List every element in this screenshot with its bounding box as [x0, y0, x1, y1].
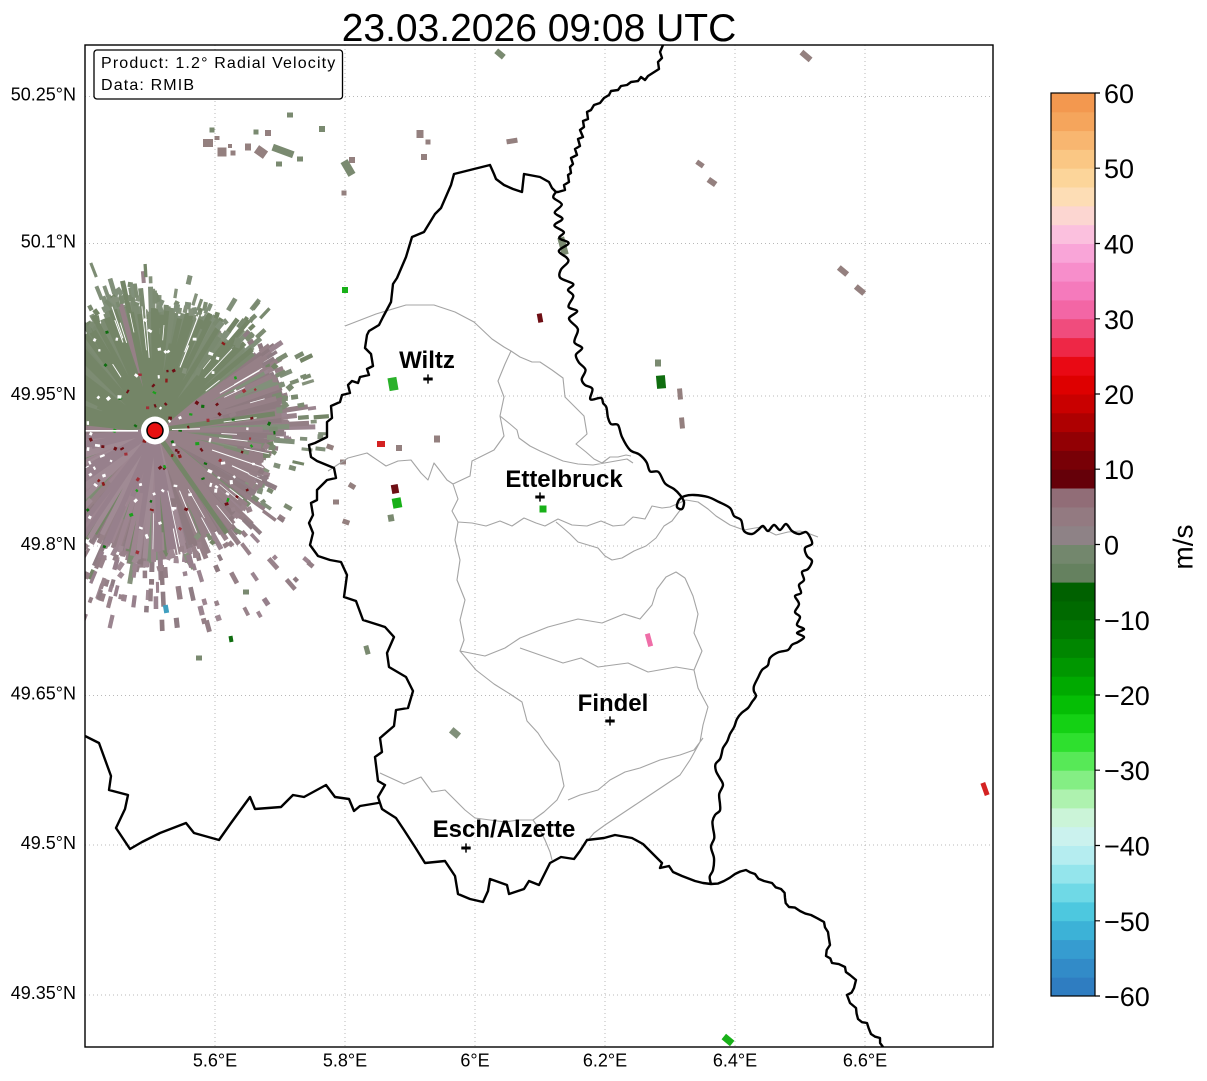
- svg-text:50: 50: [1104, 154, 1134, 184]
- svg-text:Ettelbruck: Ettelbruck: [505, 466, 623, 493]
- svg-text:Esch/Alzette: Esch/Alzette: [433, 816, 576, 843]
- svg-text:50.25°N: 50.25°N: [11, 85, 76, 105]
- svg-text:50.1°N: 50.1°N: [21, 232, 76, 252]
- svg-text:60: 60: [1104, 79, 1134, 109]
- svg-text:49.35°N: 49.35°N: [11, 983, 76, 1003]
- svg-text:−10: −10: [1104, 606, 1150, 636]
- svg-text:−50: −50: [1104, 907, 1150, 937]
- svg-text:5.8°E: 5.8°E: [323, 1051, 367, 1071]
- svg-text:6°E: 6°E: [460, 1051, 489, 1071]
- svg-text:m/s: m/s: [1168, 524, 1199, 569]
- svg-text:49.65°N: 49.65°N: [11, 684, 76, 704]
- svg-text:Data: RMIB: Data: RMIB: [101, 77, 195, 94]
- svg-text:30: 30: [1104, 305, 1134, 335]
- svg-text:6.4°E: 6.4°E: [713, 1051, 757, 1071]
- svg-text:Wiltz: Wiltz: [399, 347, 455, 374]
- svg-text:49.95°N: 49.95°N: [11, 384, 76, 404]
- svg-text:−60: −60: [1104, 982, 1150, 1012]
- svg-text:20: 20: [1104, 380, 1134, 410]
- svg-text:Product: 1.2° Radial Velocity: Product: 1.2° Radial Velocity: [101, 55, 336, 72]
- svg-text:−30: −30: [1104, 756, 1150, 786]
- svg-text:23.03.2026 09:08 UTC: 23.03.2026 09:08 UTC: [342, 7, 737, 50]
- svg-text:5.6°E: 5.6°E: [193, 1051, 237, 1071]
- svg-text:49.5°N: 49.5°N: [21, 833, 76, 853]
- svg-text:Findel: Findel: [578, 690, 649, 717]
- svg-text:−40: −40: [1104, 832, 1150, 862]
- svg-text:6.6°E: 6.6°E: [843, 1051, 887, 1071]
- svg-text:−20: −20: [1104, 681, 1150, 711]
- svg-text:10: 10: [1104, 455, 1134, 485]
- svg-text:0: 0: [1104, 531, 1119, 561]
- svg-text:40: 40: [1104, 230, 1134, 260]
- svg-text:6.2°E: 6.2°E: [583, 1051, 627, 1071]
- svg-text:49.8°N: 49.8°N: [21, 534, 76, 554]
